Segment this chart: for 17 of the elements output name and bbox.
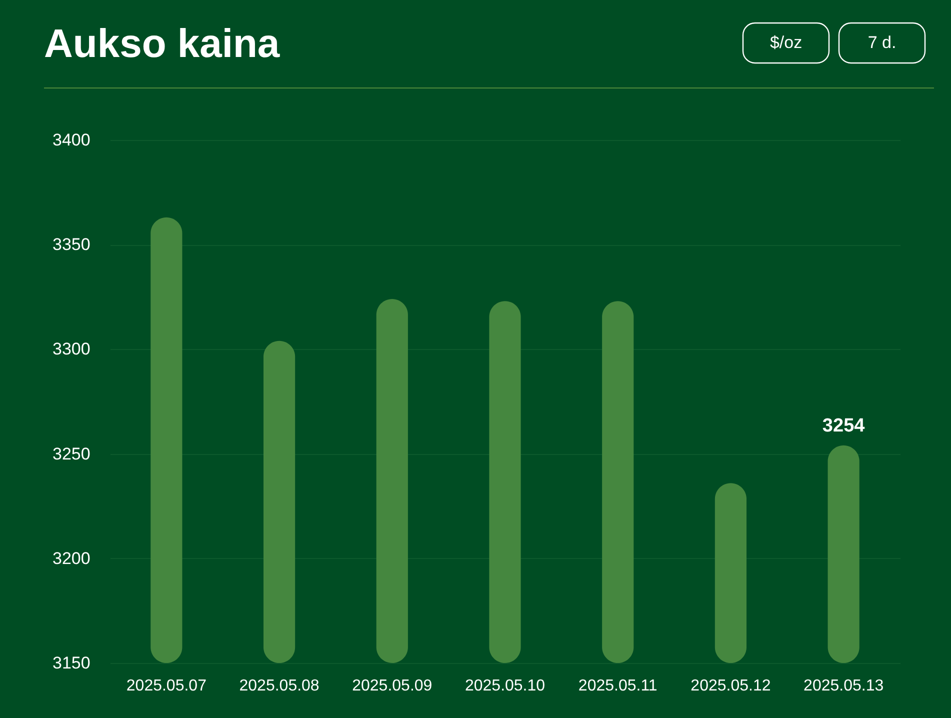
data-label: 3254 bbox=[822, 415, 866, 436]
x-tick-label: 2025.05.08 bbox=[239, 678, 320, 694]
x-tick-label: 2025.05.11 bbox=[578, 678, 658, 694]
y-tick-label: 3350 bbox=[52, 235, 90, 254]
x-tick-label: 2025.05.09 bbox=[352, 678, 432, 694]
y-tick-label: 3300 bbox=[52, 340, 90, 359]
x-tick-label: 2025.05.12 bbox=[690, 678, 771, 694]
y-tick-label: 3250 bbox=[52, 444, 90, 464]
y-tick-label: 3400 bbox=[52, 130, 90, 150]
x-tick-label: 2025.05.07 bbox=[126, 678, 207, 694]
x-tick-label: 2025.05.13 bbox=[804, 678, 884, 694]
text: $/oz bbox=[770, 33, 802, 52]
text: 7 d. bbox=[868, 33, 896, 52]
y-tick-label: 3150 bbox=[52, 654, 90, 672]
chart-title: Aukso kaina bbox=[44, 22, 280, 66]
x-tick-label: 2025.05.10 bbox=[464, 678, 546, 694]
y-tick-label: 3200 bbox=[52, 548, 90, 568]
